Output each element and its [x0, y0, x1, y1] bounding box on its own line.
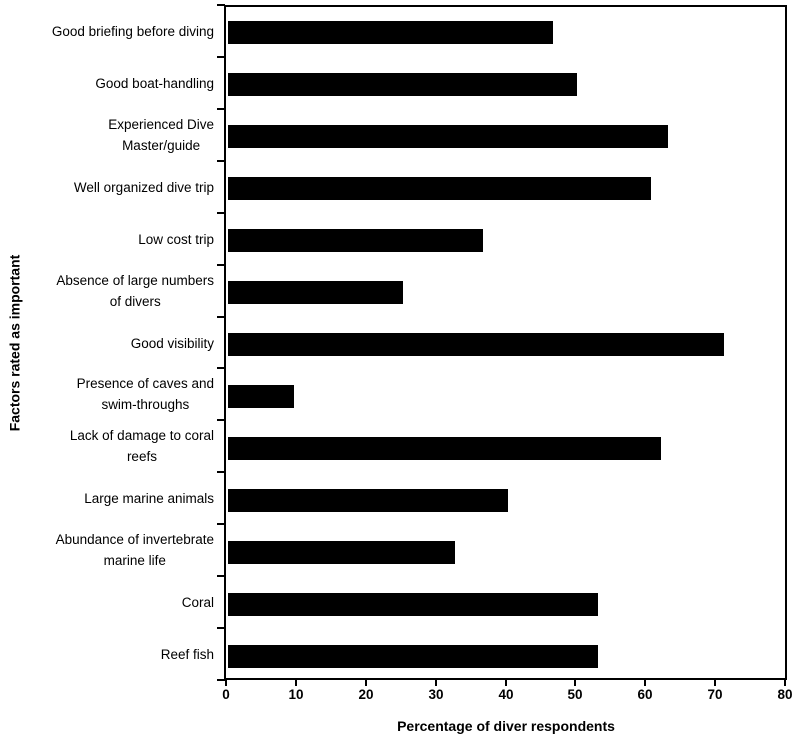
- x-axis-tick: [644, 680, 646, 686]
- y-axis-tick: [217, 4, 225, 6]
- x-tick-label-60: 60: [637, 687, 653, 702]
- bar-good-briefing-before-diving: [228, 21, 553, 44]
- x-tick-label-0: 0: [222, 687, 230, 702]
- x-tick-label-10: 10: [288, 687, 304, 702]
- category-label-large-marine-animals: Large marine animals: [0, 472, 214, 524]
- x-tick-label-20: 20: [358, 687, 374, 702]
- x-tick-label-70: 70: [707, 687, 723, 702]
- x-axis-tick: [714, 680, 716, 686]
- category-label-well-organized-dive-trip: Well organized dive trip: [0, 161, 214, 213]
- x-tick-label-50: 50: [567, 687, 583, 702]
- category-label-low-cost-trip: Low cost trip: [0, 213, 214, 265]
- x-axis-tick: [574, 680, 576, 686]
- x-axis-tick: [784, 680, 786, 686]
- bar-well-organized-dive-trip: [228, 177, 651, 200]
- x-axis-title: Percentage of diver respondents: [397, 718, 615, 734]
- category-label-coral: Coral: [0, 576, 214, 628]
- bar-coral: [228, 593, 598, 616]
- y-axis-tick: [217, 419, 225, 421]
- y-axis-tick: [217, 523, 225, 525]
- category-label-text: Large marine animals: [84, 490, 214, 506]
- category-label-absence-of-large-numbers-of-divers: Absence of large numbers of divers: [0, 265, 214, 317]
- y-axis-tick: [217, 367, 225, 369]
- y-axis-tick: [217, 56, 225, 58]
- category-label-text: Low cost trip: [138, 231, 214, 247]
- category-label-text: Good boat-handling: [95, 75, 214, 91]
- category-label-text: Presence of caves and swim-throughs: [76, 376, 214, 412]
- category-label-text: Good visibility: [130, 335, 214, 351]
- x-axis-tick: [435, 680, 437, 686]
- bar-reef-fish: [228, 645, 598, 668]
- category-label-good-boat-handling: Good boat-handling: [0, 57, 214, 109]
- y-axis-tick: [217, 212, 225, 214]
- y-axis-tick: [217, 679, 225, 681]
- bar-large-marine-animals: [228, 489, 508, 512]
- category-label-good-visibility: Good visibility: [0, 317, 214, 369]
- y-axis-tick: [217, 108, 225, 110]
- category-label-lack-of-damage-to-coral-reefs: Lack of damage to coral reefs: [0, 420, 214, 472]
- bar-good-boat-handling: [228, 73, 577, 96]
- y-axis-tick: [217, 471, 225, 473]
- x-axis-tick: [295, 680, 297, 686]
- category-label-text: Lack of damage to coral reefs: [69, 428, 214, 464]
- bar-low-cost-trip: [228, 229, 483, 252]
- category-label-text: Reef fish: [160, 646, 214, 662]
- x-axis-tick: [505, 680, 507, 686]
- category-label-text: Abundance of invertebrate marine life: [55, 532, 214, 568]
- bar-good-visibility: [228, 333, 724, 356]
- bar-presence-of-caves-and-swim-throughs: [228, 385, 294, 408]
- x-tick-label-80: 80: [777, 687, 793, 702]
- category-label-text: Absence of large numbers of divers: [56, 273, 214, 309]
- x-axis-tick: [225, 680, 227, 686]
- bar-abundance-of-invertebrate-marine-life: [228, 541, 455, 564]
- y-axis-tick: [217, 575, 225, 577]
- plot-area: [224, 5, 787, 680]
- category-label-presence-of-caves-and-swim-throughs: Presence of caves and swim-throughs: [0, 368, 214, 420]
- category-label-text: Well organized dive trip: [73, 179, 214, 195]
- y-axis-tick: [217, 627, 225, 629]
- category-label-reef-fish: Reef fish: [0, 628, 214, 680]
- category-label-text: Coral: [181, 594, 214, 610]
- category-label-experienced-dive-master-guide: Experienced Dive Master/guide: [0, 109, 214, 161]
- bar-experienced-dive-master-guide: [228, 125, 668, 148]
- category-label-good-briefing-before-diving: Good briefing before diving: [0, 5, 214, 57]
- bar-absence-of-large-numbers-of-divers: [228, 281, 403, 304]
- category-label-text: Good briefing before diving: [51, 23, 214, 39]
- x-tick-label-30: 30: [428, 687, 444, 702]
- y-axis-tick: [217, 264, 225, 266]
- x-axis-tick: [365, 680, 367, 686]
- y-axis-tick: [217, 160, 225, 162]
- y-axis-tick: [217, 316, 225, 318]
- category-label-abundance-of-invertebrate-marine-life: Abundance of invertebrate marine life: [0, 524, 214, 576]
- category-label-text: Experienced Dive Master/guide: [108, 117, 214, 153]
- x-tick-label-40: 40: [498, 687, 514, 702]
- bar-lack-of-damage-to-coral-reefs: [228, 437, 661, 460]
